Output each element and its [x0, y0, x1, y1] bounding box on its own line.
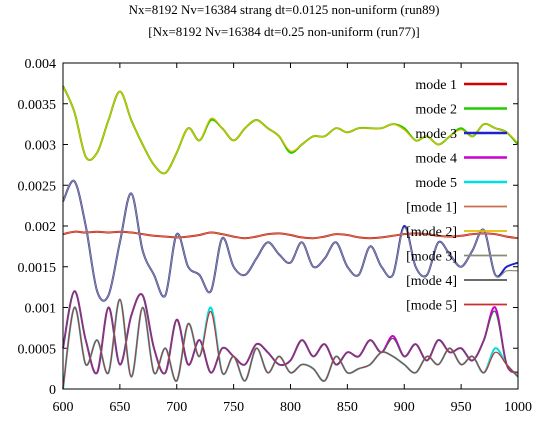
legend-label: mode 2: [415, 103, 457, 118]
series-line-8: [62, 180, 519, 302]
y-tick-label: 0.002: [25, 220, 57, 235]
y-axis: 0 0.0005 0.001 0.0015 0.002 0.0025 0.003 0.0035…: [18, 57, 518, 398]
plot-lines: [62, 85, 519, 390]
y-tick-label: 0: [49, 383, 56, 398]
chart-title-line2: [Nx=8192 Nv=16384 dt=0.25 non-uniform (r…: [148, 24, 420, 39]
x-tick-label: 850: [337, 400, 358, 415]
legend: mode 1 mode 2 mode 3 mode 4 mode 5 [mode 1] [m…: [406, 78, 507, 314]
legend-label: [mode 1]: [406, 201, 457, 216]
legend-label: mode 1: [415, 78, 457, 93]
legend-label: [mode 3]: [406, 250, 457, 265]
legend-label: [mode 5]: [406, 299, 457, 314]
y-tick-label: 0.004: [25, 57, 57, 72]
chart-title-line1: Nx=8192 Nv=16384 strang dt=0.0125 non-un…: [129, 2, 440, 17]
legend-label: [mode 4]: [406, 274, 457, 289]
x-tick-label: 950: [451, 400, 472, 415]
x-tick-label: 800: [280, 400, 301, 415]
y-tick-label: 0.0025: [18, 179, 57, 194]
series-line-10: [62, 298, 519, 390]
x-tick-label: 700: [166, 400, 187, 415]
x-axis: 600 650 700 750 800 850 900 950 1000: [53, 63, 532, 415]
y-tick-label: 0.0035: [18, 98, 57, 113]
y-tick-label: 0.003: [25, 139, 57, 154]
x-tick-label: 900: [394, 400, 415, 415]
x-tick-label: 750: [223, 400, 244, 415]
legend-label: mode 4: [415, 152, 457, 167]
legend-label: [mode 2]: [406, 225, 457, 240]
legend-label: mode 5: [415, 176, 457, 191]
x-tick-label: 600: [53, 400, 74, 415]
x-tick-label: 650: [109, 400, 130, 415]
y-tick-label: 0.0015: [18, 261, 57, 276]
legend-label: mode 3: [415, 127, 457, 142]
y-tick-label: 0.0005: [18, 342, 57, 357]
plot-frame: [62, 62, 519, 390]
series-line-7: [62, 85, 519, 175]
y-tick-label: 0.001: [25, 302, 57, 317]
series-line-9: [62, 290, 519, 375]
x-tick-label: 1000: [504, 400, 532, 415]
